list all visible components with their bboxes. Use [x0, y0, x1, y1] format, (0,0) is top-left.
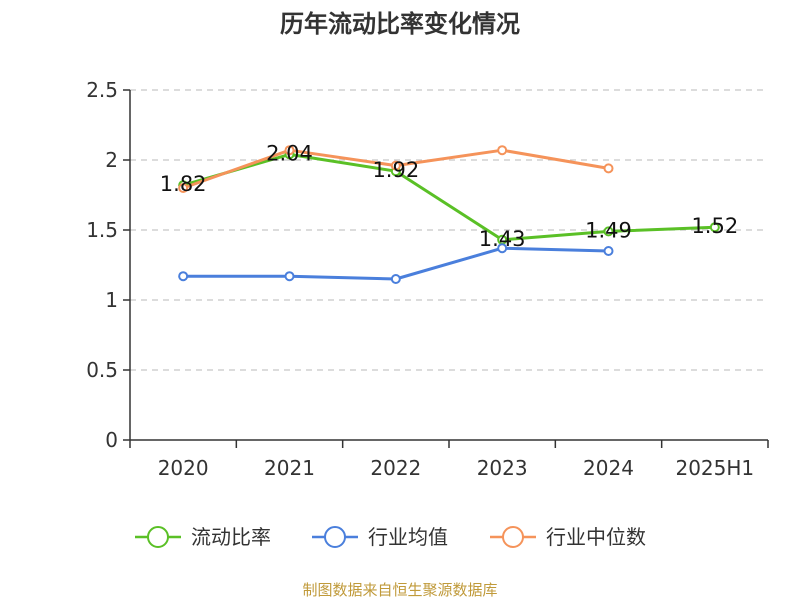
y-tick-label: 2 [105, 148, 118, 172]
legend-item: 流动比率 [135, 525, 271, 549]
series-point-1 [390, 274, 401, 284]
series-point-2 [497, 145, 508, 156]
legend-item: 行业均值 [312, 525, 448, 549]
data-label: 2.04 [266, 141, 313, 165]
y-tick-label: 0 [105, 428, 118, 452]
y-tick-label: 1.5 [86, 218, 118, 242]
data-label: 1.92 [372, 158, 419, 182]
series-point-1 [497, 243, 508, 254]
x-tick-label: 2020 [158, 456, 209, 480]
data-label: 1.52 [691, 214, 738, 238]
x-tick-label: 2024 [583, 456, 634, 480]
legend-label: 流动比率 [191, 525, 271, 549]
series-point-1 [284, 271, 295, 282]
source-note: 制图数据来自恒生聚源数据库 [302, 581, 497, 599]
series-line-0 [182, 152, 715, 242]
x-tick-label: 2023 [477, 456, 528, 480]
legend: 流动比率 行业均值 行业中位数 [135, 525, 646, 549]
series-point-2 [284, 145, 295, 156]
legend-label: 行业均值 [368, 525, 448, 549]
series-point-0 [603, 226, 614, 237]
chart-title: 历年流动比率变化情况 [280, 10, 520, 38]
y-tick-label: 1 [105, 288, 118, 312]
series-point-2 [178, 183, 189, 193]
series-group [178, 145, 720, 284]
data-label: 1.82 [160, 172, 207, 196]
legend-swatch-marker [324, 526, 346, 548]
series-point-1 [603, 246, 614, 256]
data-label: 1.49 [585, 218, 632, 242]
legend-swatch-marker [502, 526, 524, 548]
legend-swatch-marker [147, 526, 169, 548]
data-labels: 1.82 2.04 1.92 1.43 1.49 1.52 [160, 141, 738, 250]
x-tick-label: 2021 [264, 456, 315, 480]
legend-item: 行业中位数 [490, 525, 646, 549]
series-point-1 [178, 271, 189, 282]
series-point-2 [603, 163, 614, 174]
y-tick-label: 2.5 [86, 78, 118, 102]
series-point-0 [709, 222, 720, 233]
series-point-2 [390, 160, 401, 171]
y-tick-label: 0.5 [86, 358, 118, 382]
legend-label: 行业中位数 [546, 525, 646, 549]
data-label: 1.43 [479, 227, 526, 251]
x-tick-label: 2022 [370, 456, 421, 480]
x-tick-label: 2025H1 [675, 456, 754, 480]
